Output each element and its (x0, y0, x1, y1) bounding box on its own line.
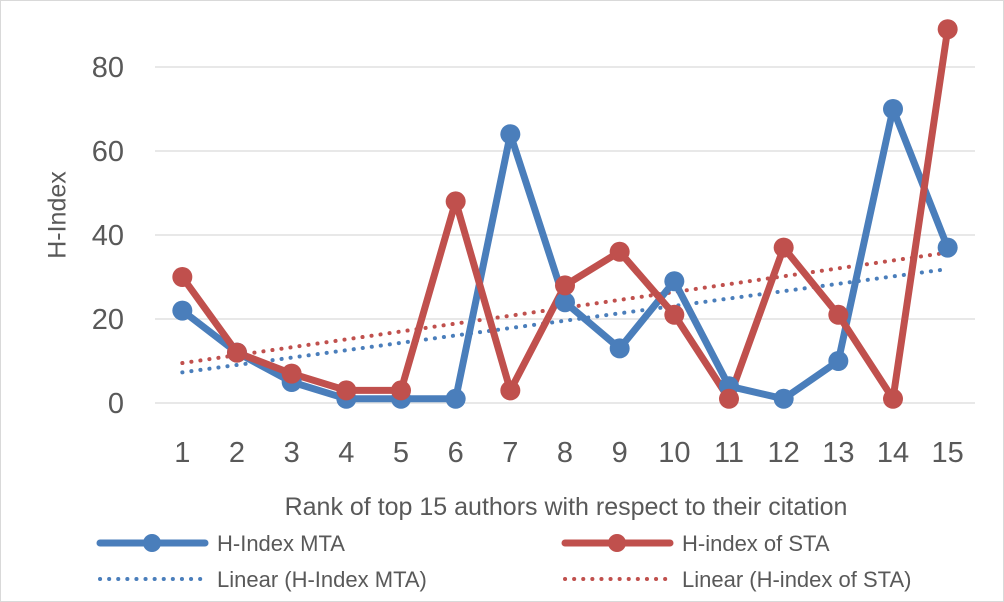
data-point-sta (555, 275, 575, 296)
series-line-sta (178, 25, 952, 403)
data-point-mta (883, 99, 903, 119)
x-tick-label: 7 (502, 437, 518, 469)
x-tick-label: 11 (714, 437, 744, 469)
x-tick-label: 2 (229, 437, 245, 469)
data-point-mta (828, 351, 849, 371)
x-tick-label: 10 (658, 437, 690, 469)
data-point-mta (555, 292, 575, 313)
data-point-mta (172, 300, 193, 321)
y-tick-label: 20 (92, 304, 124, 336)
data-point-sta (719, 388, 739, 409)
x-tick-label: 3 (284, 437, 300, 469)
x-tick-label: 14 (877, 437, 909, 469)
data-point-sta (773, 237, 794, 258)
y-tick-label: 60 (92, 136, 124, 168)
legend-item-mta: H-Index MTA (96, 531, 345, 556)
trendline-sta (180, 250, 950, 366)
x-tick-label: 1 (174, 437, 190, 469)
data-point-mta (664, 271, 685, 292)
y-tick-label: 40 (92, 220, 124, 252)
x-tick-label: 8 (557, 437, 573, 469)
legend-item-sta: H-index of STA (561, 531, 830, 556)
y-tick-label: 0 (108, 388, 124, 420)
x-tick-label: 6 (448, 437, 464, 469)
legend-label-trend-sta: Linear (H-index of STA) (682, 567, 911, 592)
data-point-sta (336, 380, 357, 401)
legend-item-trend-sta: Linear (H-index of STA) (563, 567, 911, 592)
data-point-sta (445, 191, 466, 212)
data-point-mta (445, 388, 466, 409)
data-point-sta (937, 19, 958, 40)
series-markers (172, 19, 958, 409)
data-point-mta (500, 124, 521, 145)
x-tick-label: 9 (612, 437, 628, 469)
data-point-sta (500, 380, 521, 401)
trendline-mta (180, 267, 950, 375)
data-point-mta (609, 338, 630, 359)
x-axis-ticks: 1 2 3 4 5 6 7 8 9 10 11 12 13 14 15 (174, 437, 964, 469)
data-point-sta (172, 267, 193, 287)
legend-label-trend-mta: Linear (H-Index MTA) (217, 567, 427, 592)
x-tick-label: 12 (768, 437, 800, 469)
legend-item-trend-mta: Linear (H-Index MTA) (98, 567, 427, 592)
x-tick-label: 15 (932, 437, 964, 469)
data-point-sta (828, 304, 849, 325)
data-point-sta (609, 241, 630, 262)
legend-label-sta: H-index of STA (682, 531, 830, 556)
x-tick-label: 5 (393, 437, 409, 469)
x-axis-title: Rank of top 15 authors with respect to t… (285, 493, 848, 521)
x-tick-label: 13 (822, 437, 854, 469)
trendlines (180, 250, 950, 375)
data-point-mta (773, 388, 794, 409)
y-axis-ticks: 0 20 40 60 80 (92, 52, 124, 420)
legend: H-Index MTA H-index of STA Linear (H-Ind… (96, 531, 911, 592)
data-point-sta (227, 342, 247, 363)
data-point-mta (937, 237, 958, 258)
y-tick-label: 80 (92, 52, 124, 84)
legend-label-mta: H-Index MTA (217, 531, 345, 556)
x-tick-label: 4 (338, 437, 354, 469)
data-point-sta (664, 304, 685, 325)
legend-marker-icon (143, 534, 161, 552)
data-point-sta (281, 363, 302, 384)
legend-marker-icon (608, 534, 626, 552)
data-point-sta (391, 380, 411, 401)
data-point-sta (883, 388, 903, 409)
gridlines (155, 66, 975, 404)
y-axis-title: H-Index (44, 171, 72, 259)
series-lines (178, 25, 952, 403)
